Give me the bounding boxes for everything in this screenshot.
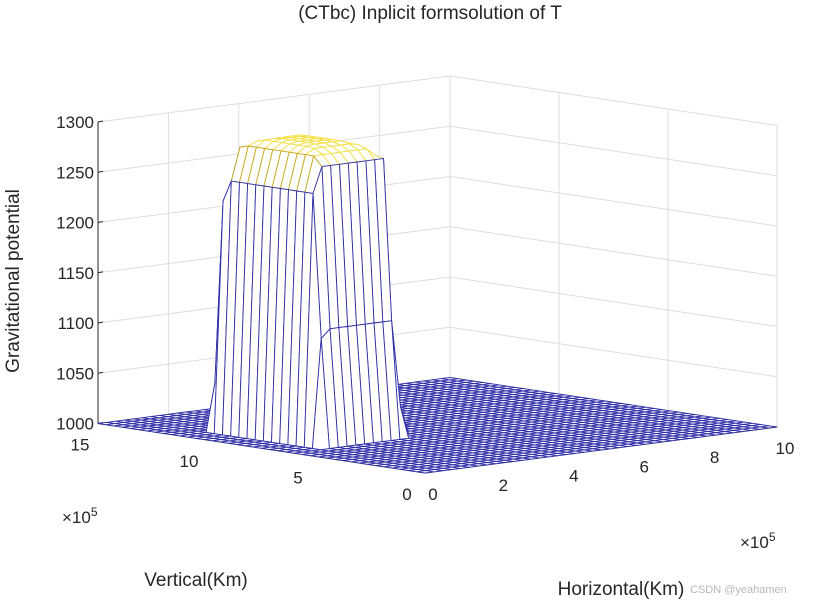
grid-line — [449, 276, 778, 327]
x-multiplier-text: ×105 — [740, 530, 776, 552]
z-tick-mark — [97, 221, 104, 223]
grid-line — [449, 326, 778, 378]
z-tick-label: 1150 — [57, 264, 94, 283]
watermark: CSDN @yeahamen — [690, 584, 787, 596]
tick-labels: 1000 1050 1100 1150 1200 1250 1300 0 2 4 6 8 10 0 5 10 1… — [56, 113, 794, 504]
x-tick-label: 0 — [428, 485, 437, 504]
z-tick-mark — [97, 271, 104, 274]
z-tick-mark — [97, 170, 104, 173]
y-axis-multiplier: ×105 — [62, 505, 98, 527]
z-axis-label: Gravitational potential — [3, 189, 24, 373]
y-tick-label: 5 — [293, 469, 302, 488]
y-multiplier-text: ×105 — [62, 505, 98, 527]
y-multiplier-exp: 5 — [91, 505, 98, 519]
x-multiplier-exp: 5 — [769, 530, 776, 544]
x-tick-label: 2 — [499, 476, 508, 495]
x-tick-label: 6 — [639, 457, 648, 476]
surface-mesh — [97, 134, 778, 474]
surface-cell — [416, 470, 435, 474]
x-tick-label: 8 — [710, 448, 719, 467]
grid-line — [449, 176, 778, 227]
x-tick-label: 4 — [569, 467, 578, 486]
y-tick-label: 10 — [180, 452, 199, 471]
grid-line — [449, 125, 778, 177]
grid-line — [449, 75, 778, 126]
z-tick-label: 1200 — [56, 214, 94, 233]
z-tick-label: 1250 — [56, 163, 94, 182]
z-tick-label: 1050 — [56, 364, 94, 383]
z-tick-label: 1300 — [56, 113, 94, 132]
x-tick-label: 10 — [776, 439, 795, 458]
z-tick-mark — [97, 371, 104, 374]
grid-line — [449, 226, 778, 277]
grid-line — [97, 75, 451, 123]
z-tick-label: 1000 — [56, 415, 94, 434]
z-tick-label: 1100 — [57, 314, 94, 333]
y-axis-label: Vertical(Km) — [144, 570, 247, 591]
z-tick-mark — [97, 120, 104, 123]
y-tick-label: 0 — [402, 485, 411, 504]
chart-title: (CTbc) Inplicit formsolution of T — [298, 3, 562, 24]
y-tick-label: 15 — [71, 436, 90, 455]
x-axis-multiplier: ×105 — [740, 530, 776, 552]
z-tick-mark — [97, 321, 104, 324]
x-axis-label: Horizontal(Km) — [558, 579, 685, 600]
